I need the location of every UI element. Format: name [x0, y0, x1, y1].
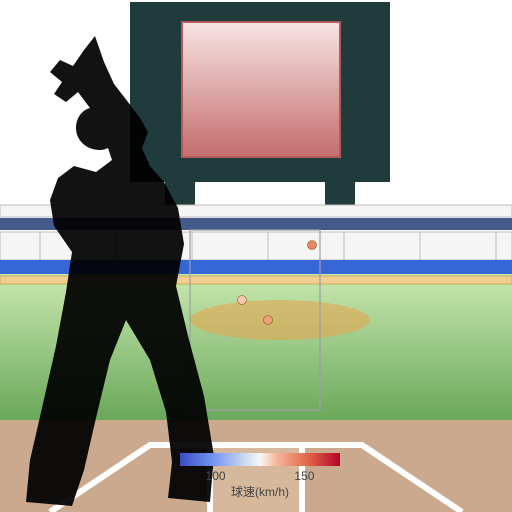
pitch-location-chart: 100 150 球速(km/h) — [0, 0, 512, 512]
scoreboard-screen — [182, 22, 340, 157]
pitchers-mound — [190, 300, 370, 340]
speed-colorbar — [180, 453, 340, 466]
pitch-marker — [264, 316, 273, 325]
chart-svg: 100 150 球速(km/h) — [0, 0, 512, 512]
pitch-marker — [238, 296, 247, 305]
colorbar-title: 球速(km/h) — [231, 485, 289, 499]
pitch-marker — [308, 241, 317, 250]
colorbar-tick-label: 150 — [294, 469, 314, 483]
colorbar-tick-label: 100 — [206, 469, 226, 483]
